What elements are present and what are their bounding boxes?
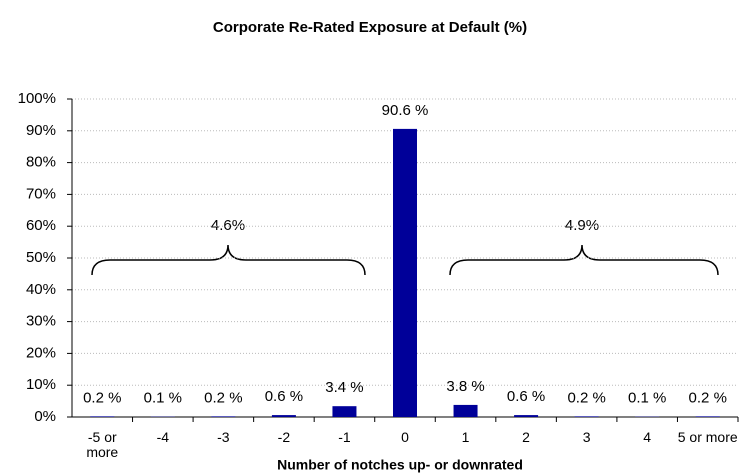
bar [332, 406, 357, 417]
x-tick-label: 5 or more [677, 429, 738, 445]
value-label: 0.2 % [689, 389, 727, 406]
x-tick-label: -1 [338, 429, 351, 445]
value-label: 90.6 % [382, 102, 429, 119]
x-tick-label: -4 [156, 429, 170, 445]
x-tick-label: 3 [582, 429, 591, 445]
value-label: 0.2 % [204, 389, 242, 406]
brace [449, 244, 719, 276]
bar [695, 416, 720, 417]
y-tick-label: 20% [26, 344, 56, 361]
bar [211, 416, 236, 417]
y-tick-label: 90% [26, 122, 56, 139]
value-label: 3.8 % [446, 378, 484, 395]
y-tick-label: 60% [26, 217, 56, 234]
y-tick-label: 30% [26, 313, 56, 330]
x-axis-label: Number of notches up- or downrated [277, 457, 523, 473]
bar [90, 416, 115, 417]
value-label: 0.6 % [265, 388, 303, 405]
y-tick-label: 10% [26, 376, 56, 393]
x-tick-label: 2 [522, 429, 530, 445]
value-label: 0.1 % [628, 390, 666, 407]
x-tick-label: 1 [461, 429, 470, 445]
bar [393, 128, 417, 417]
annotation: 4.6% [211, 217, 245, 234]
chart-title: Corporate Re-Rated Exposure at Default (… [213, 19, 527, 36]
annotation: 4.9% [565, 217, 599, 234]
bar [574, 416, 599, 417]
value-label: 0.2 % [83, 389, 121, 406]
x-tick-label: -3 [217, 429, 230, 445]
x-tick-label: -5 or more [86, 429, 119, 460]
y-tick-label: 100% [18, 90, 56, 107]
x-tick-label: -2 [277, 429, 291, 445]
bar [514, 415, 539, 417]
brace [91, 244, 366, 276]
value-label: 0.2 % [567, 389, 605, 406]
x-tick-label: 0 [401, 429, 409, 445]
value-label: 3.4 % [325, 379, 363, 396]
bar [453, 404, 478, 417]
value-label: 0.1 % [144, 390, 182, 407]
y-tick-label: 80% [26, 154, 56, 171]
y-tick-label: 40% [26, 281, 56, 298]
value-label: 0.6 % [507, 388, 545, 405]
x-tick-label: 4 [643, 429, 652, 445]
y-tick-label: 50% [26, 249, 56, 266]
bar [271, 415, 296, 417]
y-tick-label: 0% [34, 408, 56, 425]
y-tick-label: 70% [26, 185, 56, 202]
